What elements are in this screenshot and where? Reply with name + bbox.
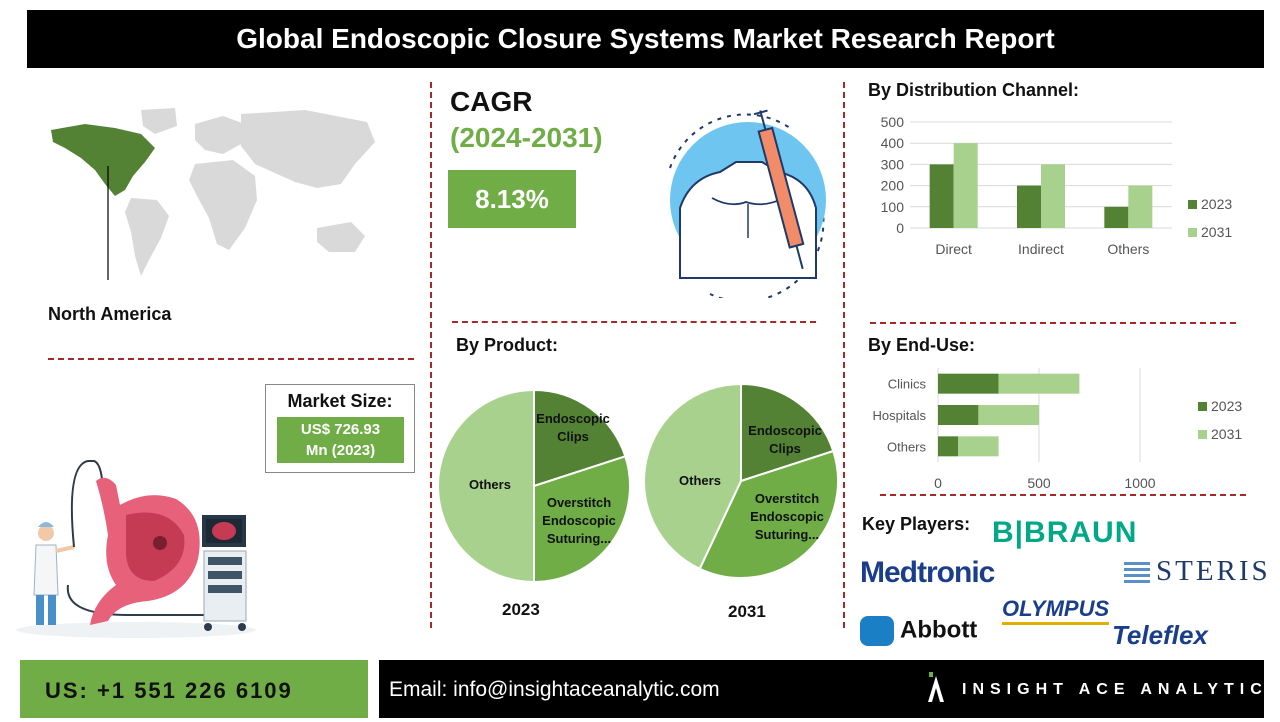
logo-steris: STERIS bbox=[1124, 555, 1271, 588]
divider-left bbox=[430, 82, 432, 628]
pie-2031-year: 2031 bbox=[728, 602, 766, 621]
x-category-label: Indirect bbox=[1018, 241, 1064, 257]
pie-2023-label-others: Others bbox=[469, 477, 511, 492]
product-pie-2023 bbox=[437, 388, 631, 584]
bar-others-2023 bbox=[938, 436, 959, 457]
logo-abbott: Abbott bbox=[860, 616, 977, 646]
y-tick-label: 0 bbox=[896, 220, 904, 236]
logo-teleflex: Teleflex bbox=[1112, 620, 1208, 650]
end-use-chart: 0 500 1000 Clinics Hospitals Others 2023 2031 bbox=[873, 368, 1242, 491]
product-title: By Product: bbox=[456, 335, 559, 355]
pie-slice-0 bbox=[740, 382, 835, 483]
bar-hospitals-2023 bbox=[938, 405, 979, 425]
divider-right bbox=[843, 82, 845, 628]
pie-slice-2 bbox=[437, 388, 535, 584]
cagr-value: 8.13% bbox=[448, 170, 576, 228]
bar-hospitals-2031 bbox=[978, 405, 1039, 425]
legend-swatch-2023 bbox=[1188, 200, 1197, 209]
pie-slice-2 bbox=[643, 382, 742, 571]
torso-syringe-illustration bbox=[669, 109, 826, 298]
bar-indirect-2031 bbox=[1041, 164, 1065, 228]
y-category-label: Clinics bbox=[888, 377, 927, 392]
market-size-value-line2: Mn (2023) bbox=[305, 442, 376, 459]
legend-label-2031: 2031 bbox=[1211, 426, 1242, 442]
y-category-label: Others bbox=[887, 439, 927, 454]
bar-others-2031 bbox=[958, 436, 999, 457]
page-title: Global Endoscopic Closure Systems Market… bbox=[27, 10, 1264, 68]
bar-direct-2031 bbox=[953, 143, 978, 228]
pie-2031-label-overstitch: Overstitch Endoscopic Suturing... bbox=[750, 491, 824, 542]
x-category-label: Direct bbox=[935, 241, 972, 257]
market-size-value-line1: US$ 726.93 bbox=[300, 421, 381, 438]
footer-email: Email: info@insightaceanalytic.com bbox=[379, 660, 1264, 718]
divider-region bbox=[48, 358, 414, 360]
abbott-label: Abbott bbox=[900, 616, 978, 644]
y-tick-label: 300 bbox=[881, 156, 905, 172]
x-category-label: Others bbox=[1107, 241, 1149, 257]
y-tick-label: 500 bbox=[881, 114, 905, 130]
legend-swatch-2031 bbox=[1198, 430, 1207, 439]
bar-clinics-2023 bbox=[938, 373, 999, 394]
x-tick-label: 500 bbox=[1027, 475, 1051, 491]
cagr-years: (2024-2031) bbox=[450, 122, 603, 153]
footer-brand: INSIGHT ACE ANALYTIC bbox=[962, 681, 1268, 698]
brand-icon bbox=[928, 672, 944, 702]
legend-label-2023: 2023 bbox=[1201, 196, 1232, 212]
logo-medtronic: Medtronic bbox=[860, 556, 995, 589]
world-map-graphic bbox=[51, 108, 375, 280]
logo-olympus: OLYMPUS bbox=[1002, 596, 1110, 625]
y-tick-label: 100 bbox=[881, 199, 905, 215]
endoscopy-illustration bbox=[16, 460, 256, 638]
y-tick-label: 200 bbox=[881, 178, 905, 194]
legend-swatch-2023 bbox=[1198, 402, 1207, 411]
pie-slice-1 bbox=[533, 455, 631, 584]
pie-2023-label-overstitch: Overstitch Endoscopic Suturing... bbox=[542, 495, 616, 546]
legend-swatch-2031 bbox=[1188, 228, 1197, 237]
pie-2031-label-clips: Endoscopic Clips bbox=[748, 423, 822, 456]
region-label: North America bbox=[48, 304, 172, 324]
y-tick-label: 400 bbox=[881, 135, 905, 151]
bar-clinics-2031 bbox=[998, 373, 1080, 394]
bar-others-2023 bbox=[1104, 206, 1129, 228]
market-size-value: US$ 726.93 Mn (2023) bbox=[277, 417, 404, 463]
pie-2031-label-others: Others bbox=[679, 473, 721, 488]
legend-label-2031: 2031 bbox=[1201, 224, 1232, 240]
market-size-title: Market Size: bbox=[287, 391, 393, 411]
end-use-title: By End-Use: bbox=[868, 335, 976, 355]
steris-label: STERIS bbox=[1156, 555, 1271, 587]
key-players-title: Key Players: bbox=[862, 514, 971, 534]
pie-2023-label-clips: Endoscopic Clips bbox=[536, 411, 610, 444]
pie-2023-year: 2023 bbox=[502, 600, 540, 619]
bar-others-2031 bbox=[1128, 185, 1153, 228]
abbott-icon bbox=[860, 616, 894, 646]
pie-slice-0 bbox=[533, 388, 627, 488]
cagr-label: CAGR bbox=[450, 86, 533, 117]
product-pie-2031 bbox=[643, 382, 839, 579]
bar-direct-2023 bbox=[929, 164, 954, 228]
bar-indirect-2023 bbox=[1017, 185, 1041, 228]
divider-cagr bbox=[452, 321, 816, 323]
divider-distribution bbox=[870, 322, 1236, 324]
x-tick-label: 0 bbox=[934, 475, 942, 491]
divider-end-use bbox=[880, 494, 1246, 496]
distribution-chart: 0 100 200 300 400 500 Direct Indirect Others 2023… bbox=[881, 114, 1233, 257]
legend-label-2023: 2023 bbox=[1211, 398, 1242, 414]
y-category-label: Hospitals bbox=[873, 408, 927, 423]
market-size-box: Market Size: US$ 726.93 Mn (2023) bbox=[265, 384, 415, 473]
distribution-title: By Distribution Channel: bbox=[868, 80, 1079, 100]
footer-phone: US: +1 551 226 6109 bbox=[20, 660, 368, 718]
logo-bbraun: B|BRAUN bbox=[992, 516, 1138, 549]
steris-icon bbox=[1124, 562, 1150, 585]
pie-slice-1 bbox=[698, 449, 839, 579]
x-tick-label: 1000 bbox=[1124, 475, 1155, 491]
